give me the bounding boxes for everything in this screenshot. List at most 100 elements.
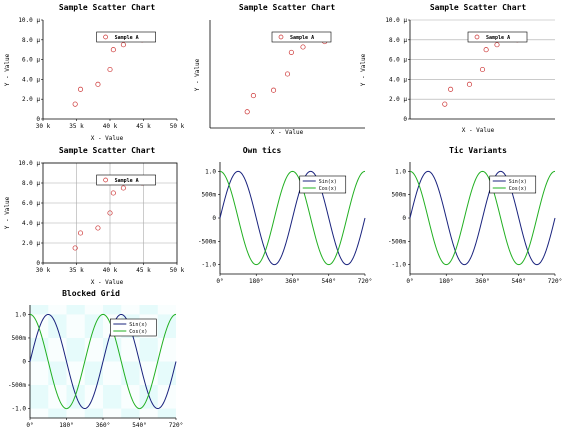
y-tick-label: 500m xyxy=(202,192,217,199)
x-tick-label: 40 k xyxy=(103,123,118,130)
y-tick-label: -500m xyxy=(198,238,216,245)
data-point xyxy=(300,44,306,50)
y-tick-label: 8.0 µ xyxy=(22,37,40,44)
x-tick-label: 180° xyxy=(59,422,73,429)
legend-marker xyxy=(278,34,284,40)
y-tick-label: 10.0 µ xyxy=(18,160,40,167)
y-tick-label: -1.0 xyxy=(392,262,407,269)
data-point xyxy=(494,42,500,48)
data-point xyxy=(120,42,126,48)
chart-title: Blocked Grid xyxy=(62,288,120,298)
y-tick-label: -1.0 xyxy=(12,406,27,413)
chart-panel-4 xyxy=(41,162,178,265)
legend xyxy=(489,175,537,194)
y-tick-label: 0 xyxy=(402,215,406,222)
y-axis-label: Y - Value xyxy=(360,53,367,86)
chart-title: Own tics xyxy=(243,145,282,155)
y-tick-label: 10.0 µ xyxy=(385,17,407,24)
y-tick-label: 1.0 xyxy=(395,168,406,175)
chart-title: Sample Scatter Chart xyxy=(59,3,156,12)
data-point xyxy=(77,86,84,92)
legend-box xyxy=(96,174,156,186)
legend xyxy=(96,174,156,186)
y-tick-label: 10.0 µ xyxy=(18,17,40,24)
legend-label: Cos(x) xyxy=(129,329,147,335)
x-tick-label: 180° xyxy=(439,278,453,285)
grid-block xyxy=(30,361,49,386)
legend-box xyxy=(489,175,537,194)
data-point xyxy=(72,101,78,107)
x-axis-label: X - Value xyxy=(271,129,304,136)
y-tick-label: 1.0 xyxy=(15,311,26,318)
x-tick-label: 50 k xyxy=(170,267,185,274)
chart-panel-6 xyxy=(408,162,556,276)
data-point xyxy=(284,71,291,77)
data-point xyxy=(448,86,454,92)
x-tick-label: 720° xyxy=(548,278,562,285)
grid-block xyxy=(30,408,49,418)
y-tick-label: 0 xyxy=(22,359,26,366)
x-tick-label: 35 k xyxy=(69,267,84,274)
x-tick-label: 45 k xyxy=(136,267,151,274)
x-tick-label: 35 k xyxy=(69,123,84,130)
legend xyxy=(110,318,157,337)
y-tick-label: 500m xyxy=(392,192,407,199)
y-tick-label: 6.0 µ xyxy=(22,200,40,207)
y-tick-label: 500m xyxy=(12,335,27,342)
grid-block xyxy=(30,314,49,338)
series-line-cos xyxy=(219,170,366,266)
x-tick-label: 540° xyxy=(322,278,336,285)
chart-title: Sample Scatter Chart xyxy=(430,3,527,12)
chart-title: Sample Scatter Chart xyxy=(59,146,156,155)
y-tick-label: 8.0 µ xyxy=(389,37,407,44)
data-point xyxy=(72,245,78,251)
x-tick-label: 360° xyxy=(475,278,489,285)
x-tick-label: 0° xyxy=(216,278,223,285)
grid-block xyxy=(139,408,158,418)
chart-title: Tic Variants xyxy=(449,145,507,155)
y-tick-label: -1.0 xyxy=(202,262,217,269)
chart-title: Sample Scatter Chart xyxy=(239,3,336,12)
series-line-cos xyxy=(29,313,177,410)
legend-label: Sample A xyxy=(290,35,314,41)
data-point xyxy=(250,93,256,99)
x-tick-label: 540° xyxy=(132,422,146,429)
chart-panel-3 xyxy=(408,19,555,120)
legend xyxy=(299,175,347,194)
legend-marker xyxy=(103,177,108,183)
legend-label: Sin(x) xyxy=(319,179,337,185)
y-tick-label: 0 xyxy=(36,260,40,267)
x-tick-label: 360° xyxy=(96,422,110,429)
y-tick-label: 6.0 µ xyxy=(22,57,40,64)
series-line-sin xyxy=(29,313,177,410)
grid-block xyxy=(157,385,176,409)
chart-panel-7 xyxy=(28,305,177,420)
y-axis-label: Y - Value xyxy=(4,196,11,229)
legend xyxy=(271,31,332,43)
legend-label: Sample A xyxy=(486,35,510,41)
y-tick-label: 8.0 µ xyxy=(22,180,40,187)
y-tick-label: 1.0 xyxy=(205,168,216,175)
legend-label: Sample A xyxy=(115,178,139,184)
x-tick-label: 540° xyxy=(512,278,526,285)
grid-block xyxy=(66,408,85,418)
y-axis-label: Y - Value xyxy=(194,58,201,91)
grid-block xyxy=(121,385,140,409)
legend-marker xyxy=(103,34,108,40)
grid-block xyxy=(48,385,67,409)
chart-panel-5 xyxy=(218,162,366,276)
data-point xyxy=(483,47,489,53)
grid-block xyxy=(84,385,103,409)
x-axis-label: X - Value xyxy=(91,135,124,142)
x-axis-label: X - Value xyxy=(91,279,124,286)
y-tick-label: 6.0 µ xyxy=(389,57,407,64)
series-line-sin xyxy=(409,170,556,266)
chart-panel-1 xyxy=(41,19,178,121)
legend-label: Sample A xyxy=(115,35,139,41)
data-point xyxy=(244,109,250,115)
legend-label: Sin(x) xyxy=(129,322,147,328)
data-point xyxy=(107,66,113,73)
x-tick-label: 30 k xyxy=(36,267,51,274)
x-tick-label: 45 k xyxy=(136,123,151,130)
x-tick-label: 30 k xyxy=(36,123,51,130)
